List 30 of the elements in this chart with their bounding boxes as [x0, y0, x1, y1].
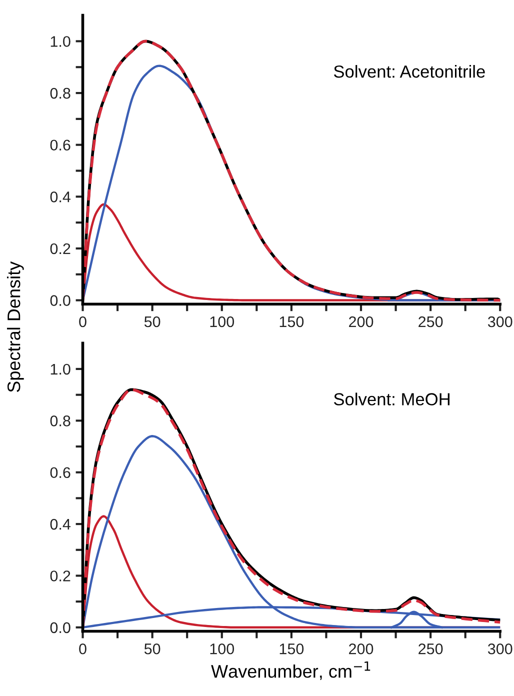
- x-tick-label: 100: [210, 316, 234, 328]
- y-tick-label: 0.6: [50, 140, 70, 151]
- y-tick-label: 1.0: [50, 364, 70, 375]
- x-axis-title: Wavenumber, cm$^{−1}$: [211, 661, 370, 680]
- x-tick-label: 150: [280, 316, 304, 328]
- x-tick-label: 50: [144, 316, 160, 328]
- x-tick-label: 50: [144, 643, 160, 654]
- x-tick-label: 150: [280, 643, 304, 654]
- y-tick-label: 0.8: [50, 416, 70, 426]
- y-tick-label: 0.6: [50, 467, 70, 478]
- x-tick-label: 0: [79, 316, 86, 328]
- y-tick-label: 0.4: [50, 192, 71, 202]
- y-tick-label: 0.4: [50, 518, 71, 530]
- y-tick-label: 0.2: [50, 243, 70, 254]
- annotation: Solvent: Acetonitrile: [334, 64, 485, 78]
- x-tick-label: 0: [79, 643, 86, 654]
- x-tick-label: 200: [349, 643, 374, 654]
- y-tick-label: 0.0: [50, 295, 70, 306]
- x-tick-label: 100: [210, 643, 234, 654]
- annotation: Solvent: MeOH: [334, 392, 450, 406]
- y-tick-label: 1.0: [50, 36, 70, 47]
- x-tick-label: 300: [488, 316, 512, 328]
- x-tick-label: 200: [349, 316, 374, 328]
- x-tick-label: 250: [418, 643, 443, 654]
- x-tick-label: 300: [488, 643, 512, 654]
- y-tick-label: 0.2: [50, 570, 70, 582]
- y-axis-title: Spectral Density: [7, 261, 24, 392]
- y-tick-label: 0.8: [50, 88, 70, 99]
- y-tick-label: 0.0: [50, 622, 70, 634]
- x-tick-label: 250: [418, 316, 443, 328]
